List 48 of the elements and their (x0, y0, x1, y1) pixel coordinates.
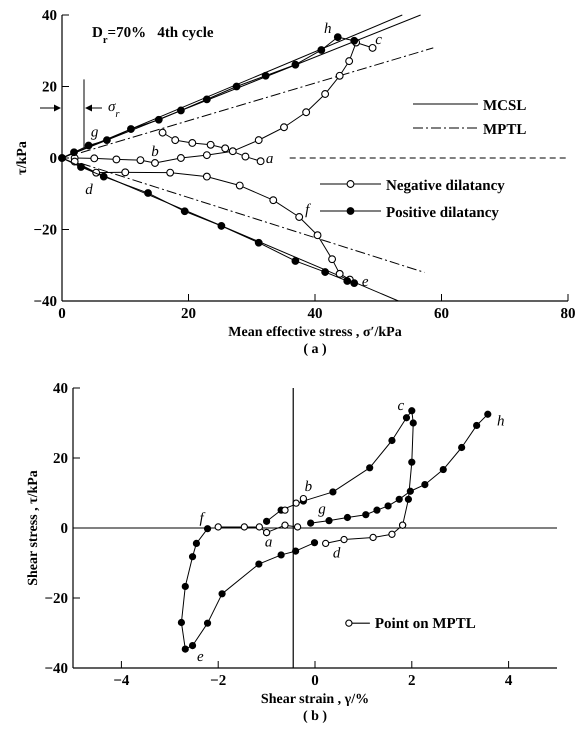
annotation: h (324, 21, 332, 38)
annotation: a (264, 534, 272, 551)
annotation: D$_{r}$=70% 4th cycle (92, 25, 214, 46)
y-tick-label: −40 (44, 661, 68, 677)
annotation: d (85, 182, 94, 198)
annotation: h (497, 413, 505, 430)
legend-label: MPTL (483, 122, 526, 138)
y-axis-title: τ/kPa (15, 141, 30, 175)
x-axis-title: Shear strain , γ/% (260, 692, 370, 707)
x-tick-label: 2 (408, 673, 416, 689)
text: ( b ) (302, 709, 328, 724)
y-tick-label: 40 (53, 381, 68, 397)
x-tick-label: 60 (434, 306, 449, 322)
y-axis-title: Shear stress , τ/kPa (26, 470, 41, 586)
legend-label: MCSL (483, 98, 526, 114)
y-tick-label: −20 (33, 222, 57, 238)
x-tick-label: 4 (504, 673, 513, 689)
y-tick-label: −20 (44, 591, 68, 607)
y-tick-label: −40 (33, 294, 57, 310)
annotation: g (90, 124, 99, 140)
annotation: f (199, 510, 206, 527)
y-tick-label: 40 (42, 8, 57, 24)
y-tick-label: 20 (42, 80, 57, 96)
annotation: b (304, 479, 313, 496)
x-tick-label: 0 (311, 673, 319, 689)
annotation: e (362, 274, 369, 290)
text: ( a ) (303, 342, 327, 357)
y-tick-label: 0 (50, 151, 57, 167)
x-axis-title: Mean effective stress , σ′/kPa (228, 325, 402, 340)
x-tick-label: −4 (113, 673, 130, 689)
annotation: f (305, 202, 312, 218)
annotation: b (151, 144, 160, 160)
annotation: c (397, 398, 404, 414)
annotation: a (266, 151, 274, 168)
annotation: c (375, 32, 382, 48)
annotation: σ$_{r}$ (108, 99, 120, 120)
y-tick-label: 20 (53, 451, 68, 467)
x-tick-label: −2 (210, 673, 226, 689)
x-tick-label: 20 (181, 306, 196, 322)
annotation: g (318, 502, 326, 518)
y-tick-label: 0 (60, 521, 68, 537)
x-tick-label: 80 (560, 306, 576, 322)
x-tick-label: 40 (308, 306, 322, 322)
annotation: e (196, 649, 204, 666)
legend-label: Point on MPTL (374, 616, 476, 632)
annotation: d (332, 545, 341, 562)
legend-label: Positive dilatancy (386, 205, 500, 221)
legend-label: Negative dilatancy (386, 178, 506, 194)
